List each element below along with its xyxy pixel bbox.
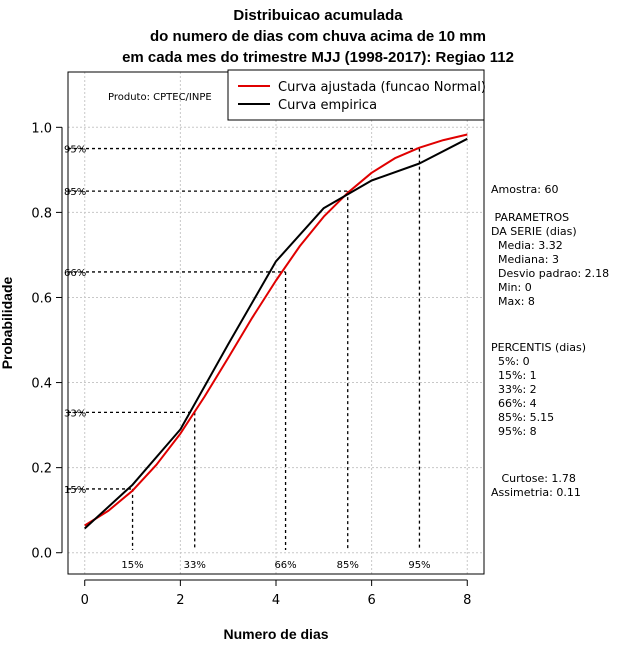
param-min: Min: 0 bbox=[491, 281, 532, 294]
y-tick-label: 0.4 bbox=[31, 377, 52, 392]
percentil-95: 95%: 8 bbox=[491, 425, 537, 438]
x-tick-label: 4 bbox=[272, 593, 280, 608]
y-tick-label: 0.6 bbox=[31, 291, 52, 306]
x-tick-label: 6 bbox=[367, 593, 375, 608]
guide-x-label: 33% bbox=[184, 560, 206, 571]
y-axis-label: Probabilidade bbox=[0, 277, 15, 370]
param-max: Max: 8 bbox=[491, 295, 535, 308]
stats-panel: Amostra: 60 PARAMETROS DA SERIE (dias) M… bbox=[491, 183, 609, 499]
sample-size: Amostra: 60 bbox=[491, 183, 558, 196]
guide-prob-label: 85% bbox=[64, 187, 86, 198]
chart-title-line-2: do numero de dias com chuva acima de 10 … bbox=[150, 28, 486, 45]
guide-prob-label: 33% bbox=[64, 408, 86, 419]
y-tick-label: 0.2 bbox=[31, 462, 52, 477]
y-tick-label: 1.0 bbox=[31, 121, 52, 136]
params-title: PARAMETROS bbox=[491, 211, 569, 224]
percentis-title: PERCENTIS (dias) bbox=[491, 341, 586, 354]
guide-x-label: 15% bbox=[121, 560, 143, 571]
axes: 0 2 4 6 8 0.0 0.2 0.4 0.6 0.8 1.0 bbox=[31, 121, 471, 608]
chart-title-line-3: em cada mes do trimestre MJJ (1998-2017)… bbox=[122, 49, 514, 66]
x-tick-label: 0 bbox=[81, 593, 89, 608]
x-tick-label: 2 bbox=[176, 593, 184, 608]
legend-box bbox=[227, 69, 485, 121]
percentil-66: 66%: 4 bbox=[491, 397, 537, 410]
fitted-normal-curve bbox=[84, 133, 468, 527]
guide-x-label: 95% bbox=[408, 560, 430, 571]
percentil-85: 85%: 5.15 bbox=[491, 411, 554, 424]
grid-lines bbox=[68, 72, 484, 574]
x-axis-label: Numero de dias bbox=[223, 626, 328, 642]
assimetria: Assimetria: 0.11 bbox=[491, 486, 581, 499]
legend-label-fitted: Curva ajustada (funcao Normal) bbox=[278, 80, 486, 95]
y-tick-label: 0.0 bbox=[31, 547, 52, 562]
percentil-15: 15%: 1 bbox=[491, 369, 537, 382]
guide-prob-label: 15% bbox=[64, 485, 86, 496]
param-media: Media: 3.32 bbox=[491, 239, 563, 252]
percentil-33: 33%: 2 bbox=[491, 383, 537, 396]
legend-label-empirical: Curva empirica bbox=[278, 98, 377, 113]
product-label: Produto: CPTEC/INPE bbox=[108, 92, 212, 103]
guide-x-label: 66% bbox=[274, 560, 296, 571]
series-lines bbox=[84, 133, 468, 530]
chart-title-line-1: Distribuicao acumulada bbox=[233, 7, 403, 24]
guide-prob-label: 95% bbox=[64, 145, 86, 156]
param-mediana: Mediana: 3 bbox=[491, 253, 559, 266]
param-desvio: Desvio padrao: 2.18 bbox=[491, 267, 609, 280]
percentil-5: 5%: 0 bbox=[491, 355, 530, 368]
legend: Curva ajustada (funcao Normal) Curva emp… bbox=[227, 69, 486, 121]
percentile-guides: 15% 15% 33% 33% 66% 66% 85% 85% 95% 95% bbox=[64, 145, 431, 571]
y-tick-label: 0.8 bbox=[31, 206, 52, 221]
guide-prob-label: 66% bbox=[64, 268, 86, 279]
empirical-curve bbox=[84, 137, 468, 530]
params-subtitle: DA SERIE (dias) bbox=[491, 225, 577, 238]
guide-x-label: 85% bbox=[337, 560, 359, 571]
x-tick-label: 8 bbox=[463, 593, 471, 608]
curtose: Curtose: 1.78 bbox=[491, 472, 576, 485]
